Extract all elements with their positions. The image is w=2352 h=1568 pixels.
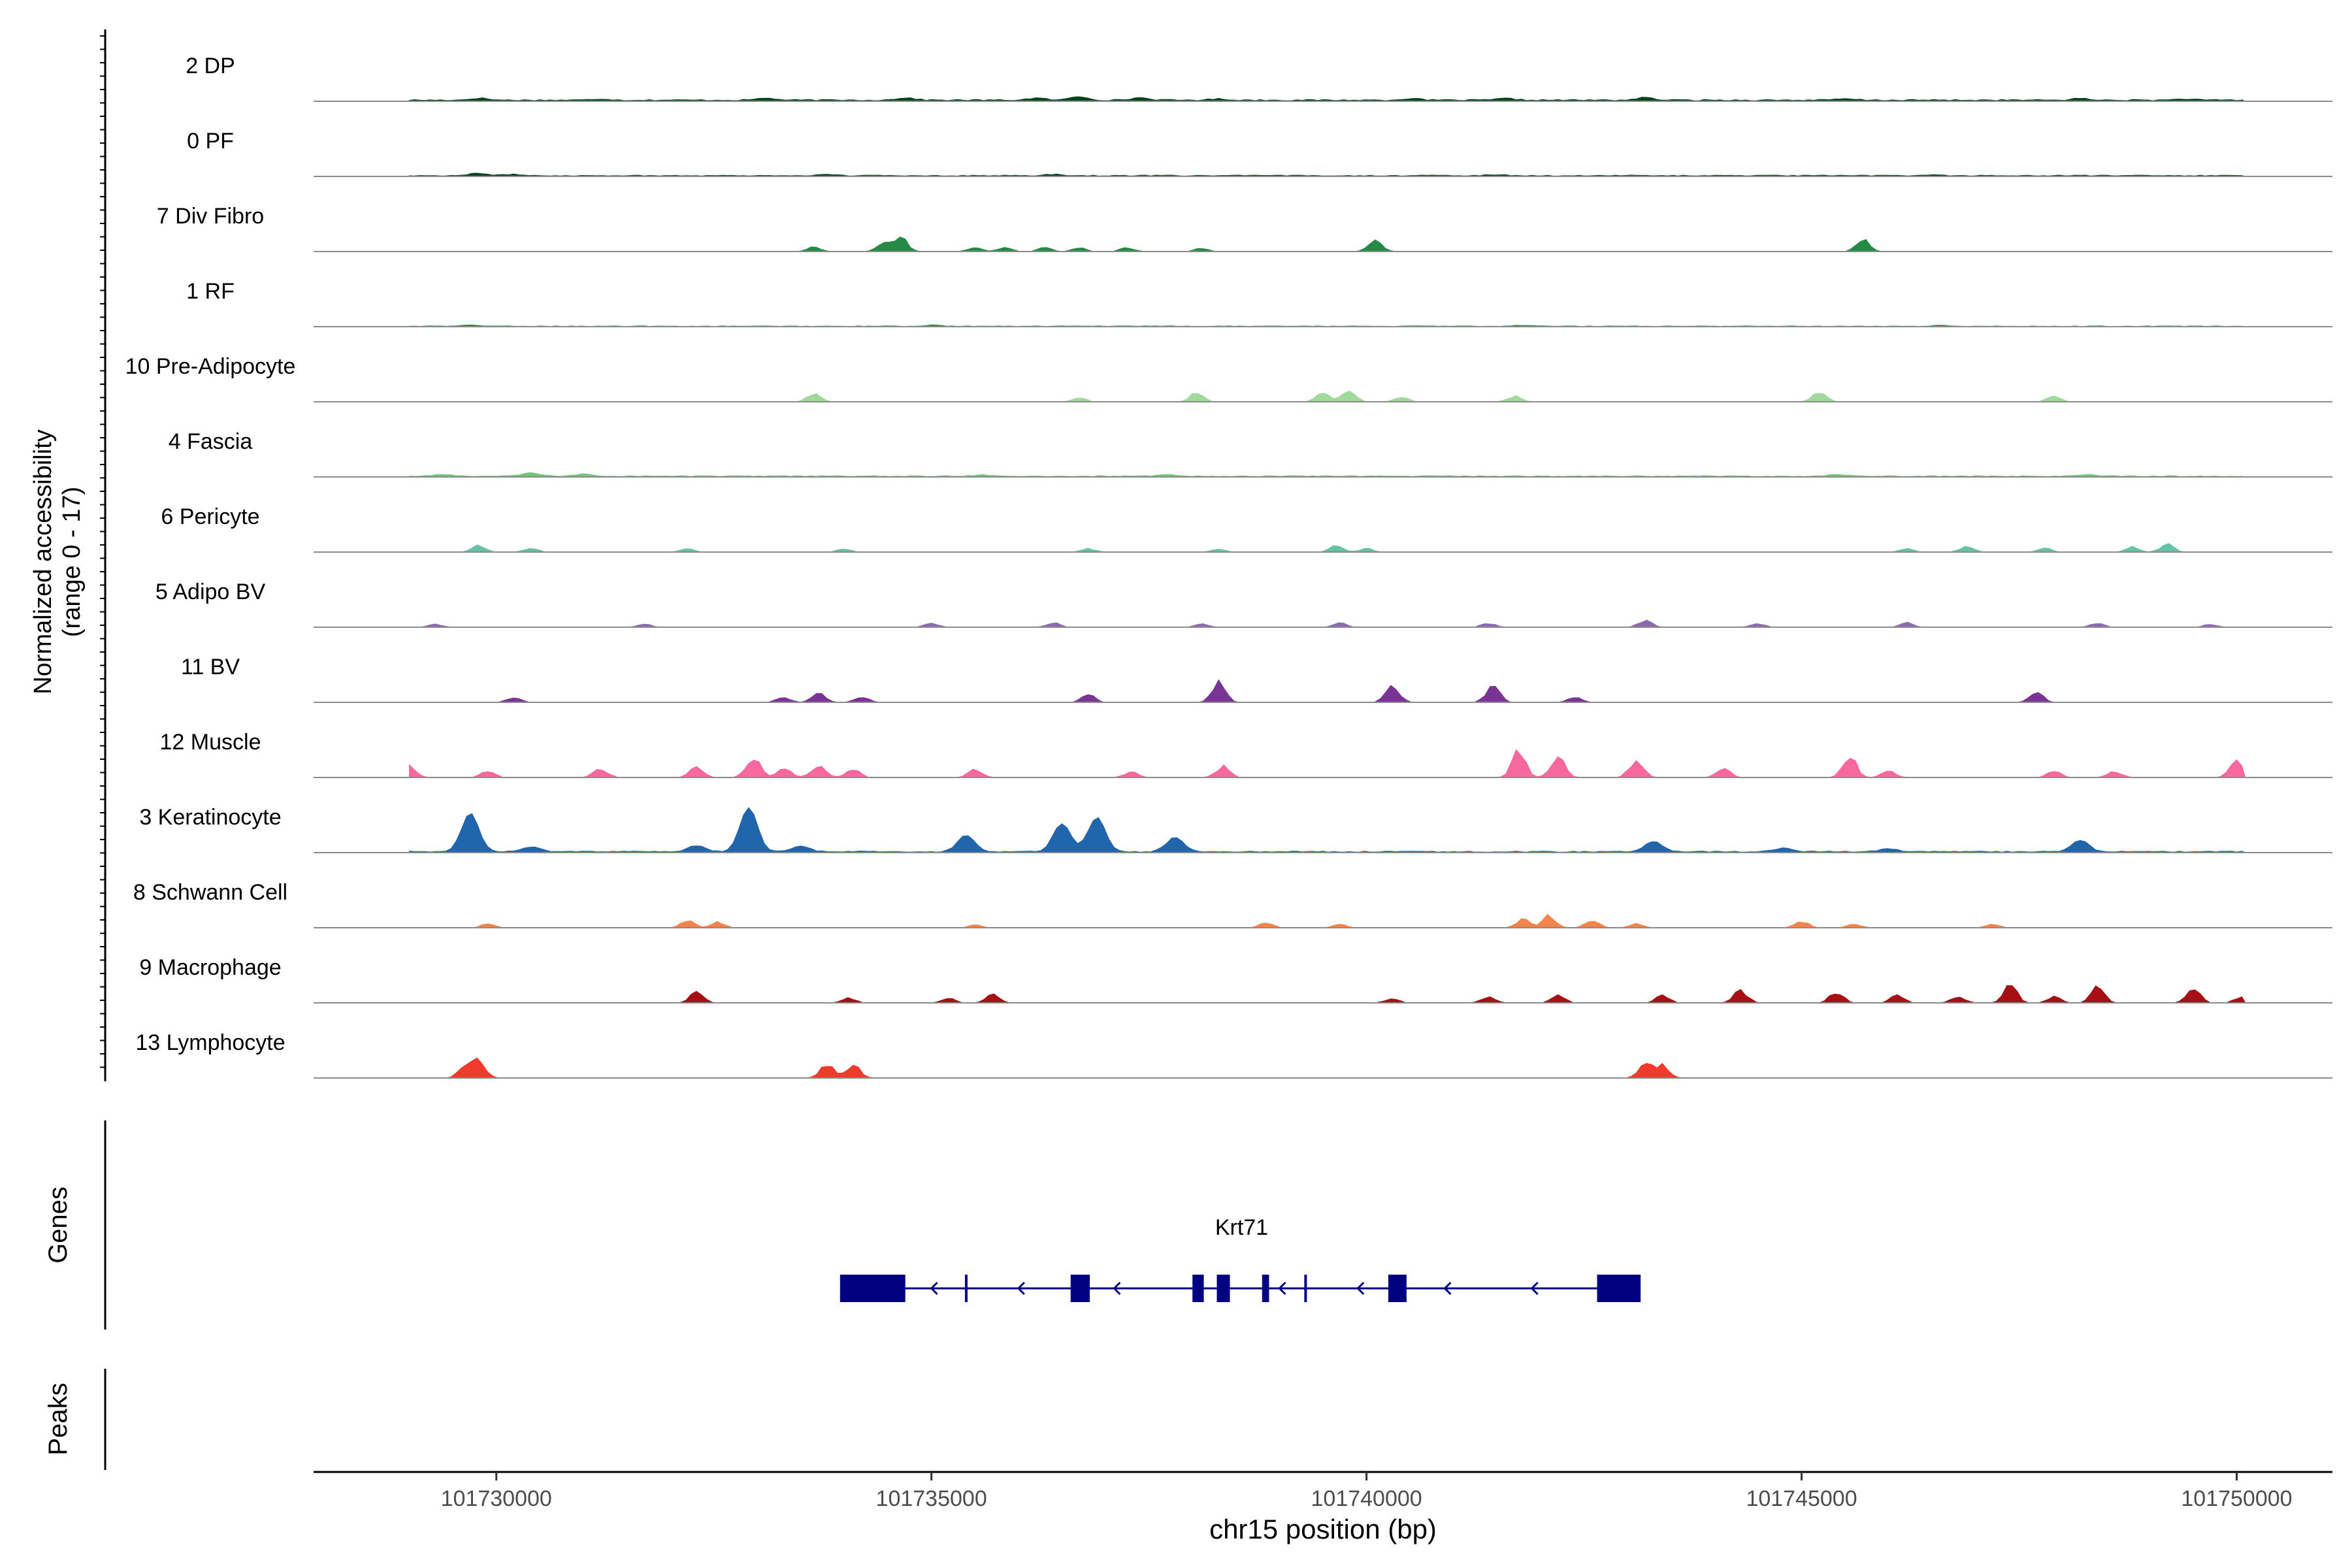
strand-arrow bbox=[1113, 1281, 1121, 1296]
track-0-pf: 0 PF bbox=[187, 129, 2332, 177]
peaks-panel-label: Peaks bbox=[44, 1382, 73, 1455]
track-label: 13 Lymphocyte bbox=[135, 1030, 285, 1055]
track-2-dp: 2 DP bbox=[186, 54, 2332, 102]
coverage-area bbox=[409, 390, 2246, 402]
x-axis-title: chr15 position (bp) bbox=[1209, 1514, 1437, 1544]
x-tick-label: 101730000 bbox=[441, 1486, 552, 1511]
track-label: 9 Macrophage bbox=[139, 955, 281, 980]
track-label: 5 Adipo BV bbox=[155, 580, 266, 604]
gene-exon bbox=[840, 1275, 906, 1302]
track-12-muscle: 12 Muscle bbox=[160, 730, 2332, 778]
track-1-rf: 1 RF bbox=[186, 279, 2332, 327]
gene-exon bbox=[1388, 1275, 1407, 1302]
gene-exon bbox=[1217, 1275, 1230, 1302]
track-label: 6 Pericyte bbox=[161, 504, 259, 529]
coverage-area bbox=[409, 1057, 2246, 1079]
gene-exon bbox=[1192, 1275, 1204, 1302]
coverage-area bbox=[409, 96, 2246, 102]
gene-model-krt71: Krt71 bbox=[840, 1215, 1641, 1302]
coverage-area bbox=[409, 913, 2246, 928]
genes-panel-label: Genes bbox=[44, 1186, 73, 1264]
track-6-pericyte: 6 Pericyte bbox=[161, 504, 2332, 553]
coverage-area bbox=[409, 237, 2246, 252]
tracks-group: 2 DP 0 PF 7 Div Fibro 1 RF 10 Pre-Adipocyte 4… bbox=[125, 54, 2332, 1079]
gene-exon bbox=[1262, 1275, 1269, 1302]
coverage-area bbox=[409, 749, 2246, 778]
track-9-macrophage: 9 Macrophage bbox=[139, 955, 2332, 1004]
gene-name-label: Krt71 bbox=[1215, 1215, 1268, 1240]
track-13-lymphocyte: 13 Lymphocyte bbox=[135, 1030, 2332, 1079]
x-tick-label: 101740000 bbox=[1311, 1486, 1422, 1511]
strand-arrow bbox=[1017, 1281, 1025, 1296]
track-label: 7 Div Fibro bbox=[157, 204, 264, 229]
strand-arrow bbox=[1356, 1281, 1365, 1296]
track-3-keratinocyte: 3 Keratinocyte bbox=[139, 805, 2332, 853]
strand-arrow bbox=[1530, 1281, 1539, 1296]
coverage-area bbox=[409, 807, 2246, 853]
track-label: 8 Schwann Cell bbox=[133, 880, 287, 905]
coverage-y-ticks bbox=[100, 35, 105, 1068]
track-label: 11 BV bbox=[181, 655, 240, 679]
strand-arrow bbox=[1443, 1281, 1452, 1296]
track-label: 12 Muscle bbox=[160, 730, 261, 755]
track-label: 10 Pre-Adipocyte bbox=[125, 354, 296, 379]
track-4-fascia: 4 Fascia bbox=[169, 429, 2332, 478]
strand-arrow bbox=[930, 1281, 938, 1296]
track-11-bv: 11 BV bbox=[181, 655, 2332, 703]
y-axis-label-line2: (range 0 - 17) bbox=[58, 487, 86, 637]
track-label: 0 PF bbox=[187, 129, 234, 154]
coverage-area bbox=[409, 543, 2246, 553]
coverage-area bbox=[409, 985, 2246, 1004]
strand-arrow bbox=[1278, 1281, 1286, 1296]
track-7-div-fibro: 7 Div Fibro bbox=[157, 204, 2332, 252]
track-label: 2 DP bbox=[186, 54, 235, 78]
track-5-adipo-bv: 5 Adipo BV bbox=[155, 580, 2332, 628]
track-8-schwann-cell: 8 Schwann Cell bbox=[133, 880, 2332, 928]
x-tick-label: 101735000 bbox=[876, 1486, 987, 1511]
track-label: 1 RF bbox=[186, 279, 235, 304]
track-label: 4 Fascia bbox=[169, 429, 253, 454]
track-10-pre-adipocyte: 10 Pre-Adipocyte bbox=[125, 354, 2332, 402]
gene-exon bbox=[1070, 1275, 1090, 1302]
track-label: 3 Keratinocyte bbox=[139, 805, 281, 830]
coverage-area bbox=[409, 619, 2246, 628]
gene-exon bbox=[1597, 1275, 1641, 1302]
coverage-area bbox=[409, 679, 2246, 703]
y-axis-label-line1: Normalized accessibility bbox=[29, 429, 57, 694]
x-axis-ticks: 101730000 101735000 101740000 101745000 1017… bbox=[441, 1472, 2293, 1511]
x-tick-label: 101750000 bbox=[2181, 1486, 2292, 1511]
x-tick-label: 101745000 bbox=[1746, 1486, 1857, 1511]
